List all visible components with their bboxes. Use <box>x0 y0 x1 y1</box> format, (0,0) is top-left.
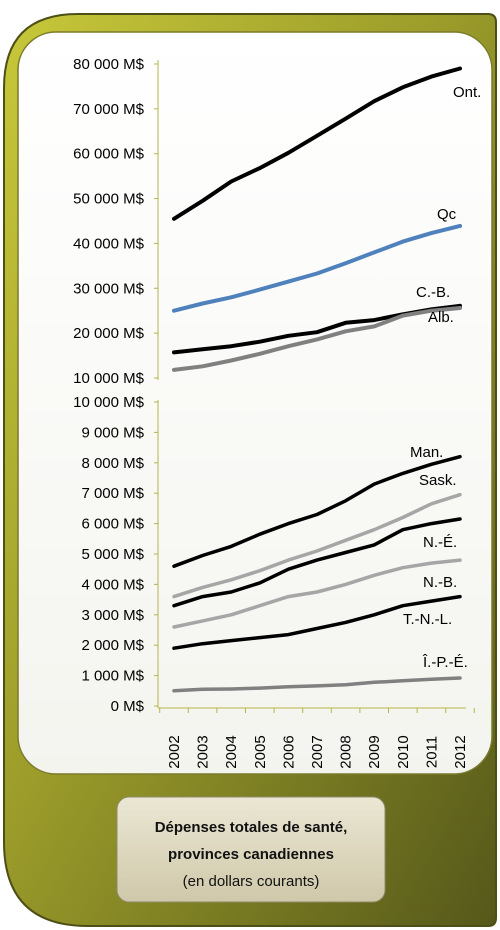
x-tick-label: 2002 <box>166 735 183 768</box>
upper-chart: 10 000 M$ 20 000 M$ 30 000 M$ 40 000 M$ 50 0… <box>73 56 481 387</box>
caption-line-3: (en dollars courants) <box>183 873 320 890</box>
y-tick-label: 4 000 M$ <box>81 576 144 593</box>
series-label-qc: Qc <box>437 206 457 223</box>
series-label-t-n-l: T.-N.-L. <box>403 611 452 628</box>
x-tick-label: 2009 <box>366 735 383 768</box>
y-tick-label: 7 000 M$ <box>81 485 144 502</box>
y-tick-label: 10 000 M$ <box>73 370 145 387</box>
series-label-n-e: N.-É. <box>423 534 457 551</box>
series-label-ont: Ont. <box>453 84 481 101</box>
series-label-alb: Alb. <box>428 309 454 326</box>
y-tick-label: 20 000 M$ <box>73 325 145 342</box>
y-tick-label: 80 000 M$ <box>73 56 145 73</box>
y-tick-label: 5 000 M$ <box>81 546 144 563</box>
x-tick-label: 2011 <box>423 736 440 768</box>
series-line-n-e <box>172 517 462 608</box>
y-tick-label: 3 000 M$ <box>81 607 144 624</box>
y-tick-label: 40 000 M$ <box>73 235 145 252</box>
series-line-man <box>172 454 462 568</box>
chart-panel <box>17 31 493 775</box>
series-line-sask <box>172 492 462 599</box>
series-line-i-p-e <box>172 676 462 693</box>
caption-box: Dépenses totales de santé, provinces can… <box>116 796 386 903</box>
y-tick-label: 70 000 M$ <box>73 101 145 118</box>
series-label-man: Man. <box>410 444 443 461</box>
y-tick-label: 2 000 M$ <box>81 637 144 654</box>
series-label-sask: Sask. <box>419 472 457 489</box>
series-line-n-b <box>172 558 462 629</box>
y-tick-label: 1 000 M$ <box>81 668 144 685</box>
x-tick-label: 2012 <box>452 735 469 768</box>
x-tick-label: 2006 <box>280 735 297 768</box>
x-tick-label: 2005 <box>252 735 269 768</box>
series-line-t-n-l <box>172 594 462 650</box>
x-tick-label: 2008 <box>338 735 355 768</box>
x-tick-label: 2004 <box>223 735 240 768</box>
x-tick-label: 2010 <box>395 735 412 768</box>
lower-chart: 0 M$ 1 000 M$ 2 000 M$ 3 000 M$ 4 000 M$ 5 00… <box>73 394 475 769</box>
x-tick-label: 2007 <box>309 735 326 768</box>
series-label-c-b: C.-B. <box>416 284 450 301</box>
caption-line-1: Dépenses totales de santé, <box>155 819 348 836</box>
y-tick-label: 50 000 M$ <box>73 191 145 208</box>
y-tick-label: 30 000 M$ <box>73 280 145 297</box>
series-label-n-b: N.-B. <box>423 574 457 591</box>
y-tick-label: 6 000 M$ <box>81 516 144 533</box>
y-tick-label: 0 M$ <box>111 698 145 715</box>
y-tick-label: 60 000 M$ <box>73 146 145 163</box>
series-line-ont <box>172 66 462 221</box>
y-tick-label: 8 000 M$ <box>81 455 144 472</box>
series-line-alb <box>172 306 462 372</box>
caption-line-2: provinces canadiennes <box>168 846 334 863</box>
y-tick-label: 9 000 M$ <box>81 424 144 441</box>
y-tick-label: 10 000 M$ <box>73 394 145 411</box>
x-tick-label: 2003 <box>195 735 212 768</box>
series-line-qc <box>172 223 462 313</box>
series-label-i-p-e: Î.-P.-É. <box>422 654 468 671</box>
